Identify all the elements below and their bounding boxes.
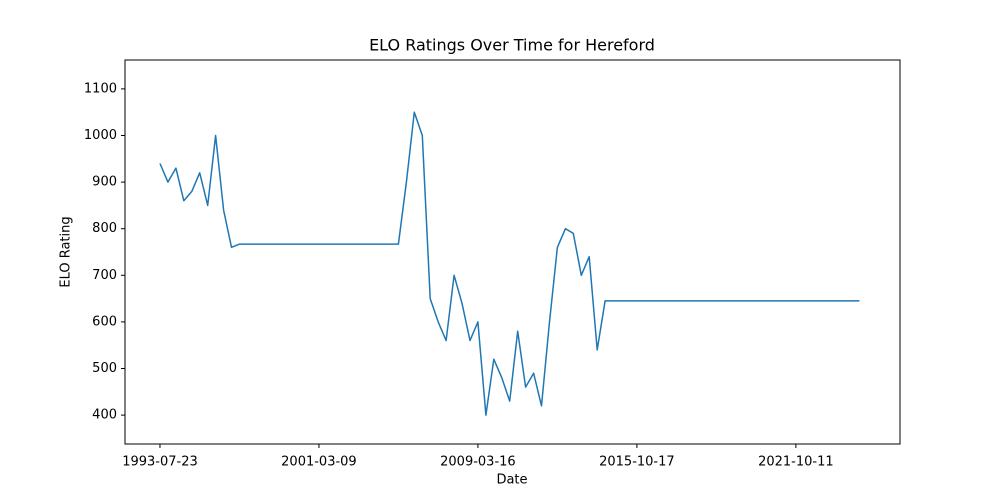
chart-title: ELO Ratings Over Time for Hereford [369,36,655,55]
x-tick-label: 2021-10-11 [758,455,834,470]
y-tick-label: 1100 [84,81,117,96]
x-tick-label: 2015-10-17 [599,455,675,470]
x-tick-label: 2009-03-16 [440,455,516,470]
y-tick-label: 800 [92,221,117,236]
line-series [159,111,860,416]
y-tick-label: 700 [92,268,117,283]
x-tick-label: 1993-07-23 [122,455,198,470]
y-tick-label: 500 [92,361,117,376]
plot-frame [124,59,901,445]
x-tick-label: 2001-03-09 [281,455,357,470]
y-tick-label: 900 [92,175,117,190]
x-axis-label: Date [496,473,527,488]
y-tick-label: 400 [92,408,117,423]
y-tick-label: 600 [92,314,117,329]
y-tick-label: 1000 [84,128,117,143]
y-axis-label: ELO Rating [59,216,74,287]
